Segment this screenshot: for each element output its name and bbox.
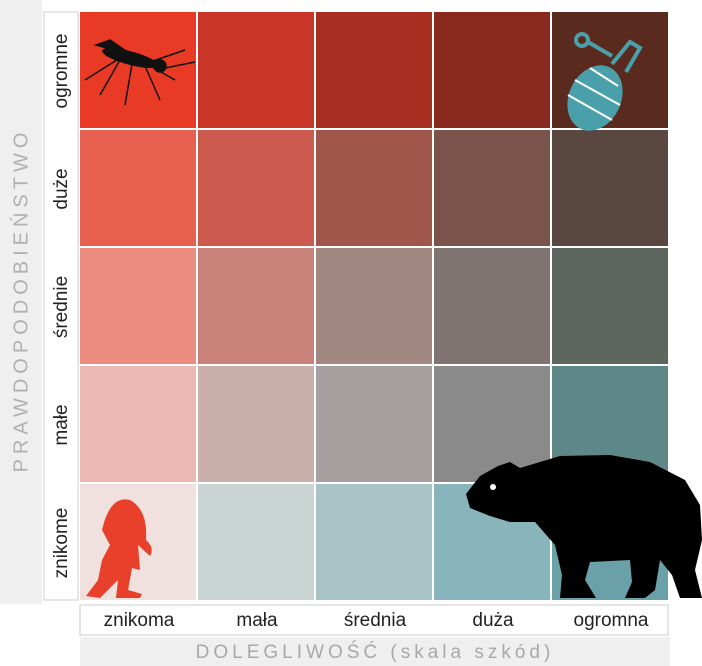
- cell: [80, 130, 196, 246]
- column-label: mała: [236, 610, 278, 631]
- labels: ogromne duże średnie małe znikome znikoma mała…: [43, 11, 669, 636]
- mosquito-icon: [84, 39, 196, 106]
- cell: [316, 366, 432, 482]
- cell: [198, 366, 314, 482]
- cell: [434, 130, 550, 246]
- bear-icon: [466, 455, 702, 598]
- row-label: ogromne: [51, 34, 72, 109]
- cell: [434, 366, 550, 482]
- row-label: znikome: [51, 508, 72, 579]
- cell: [198, 12, 314, 128]
- cell: [552, 248, 668, 364]
- row-label: małe: [51, 404, 72, 445]
- cell: [316, 484, 432, 600]
- cell: [198, 130, 314, 246]
- row-label: duże: [51, 168, 72, 209]
- cell: [316, 248, 432, 364]
- column-label: ogromna: [574, 610, 649, 631]
- x-axis-strip: [80, 637, 670, 666]
- cell: [316, 130, 432, 246]
- cell: [552, 130, 668, 246]
- gnome-icon: [86, 499, 152, 598]
- cell: [80, 12, 196, 128]
- y-axis-strip: [0, 0, 42, 604]
- row-label-strip: [43, 11, 79, 601]
- cell: [80, 248, 196, 364]
- cell: [434, 248, 550, 364]
- cell: [434, 12, 550, 128]
- row-label: średnie: [51, 276, 72, 338]
- cell: [198, 484, 314, 600]
- grenade-icon: [567, 32, 643, 131]
- cell: [198, 248, 314, 364]
- column-label-strip: [79, 604, 669, 636]
- x-axis-label: DOLEGLIWOŚĆ (skala szkód): [196, 641, 555, 663]
- column-label: znikoma: [104, 610, 175, 631]
- cell: [316, 12, 432, 128]
- column-label: duża: [472, 610, 514, 631]
- cells: [80, 12, 668, 600]
- column-label: średnia: [344, 610, 407, 631]
- y-axis-label: PRAWDOPODOBIEŃSTWO: [9, 128, 32, 473]
- cell: [80, 366, 196, 482]
